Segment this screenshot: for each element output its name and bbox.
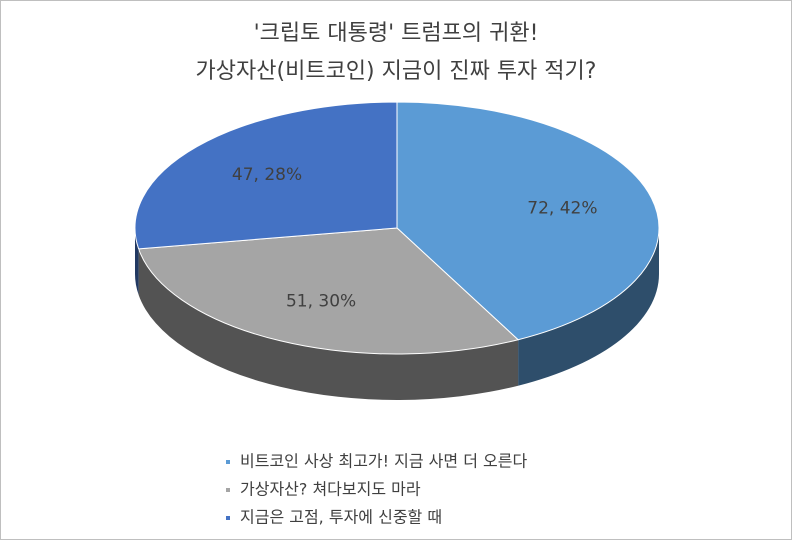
legend-label: 지금은 고점, 투자에 신중할 때	[240, 508, 442, 527]
legend-label: 가상자산? 쳐다보지도 마라	[240, 480, 421, 499]
legend-label: 비트코인 사상 최고가! 지금 사면 더 오른다	[240, 452, 527, 471]
slice-side	[135, 228, 139, 295]
data-label: 72, 42%	[527, 199, 597, 219]
slice	[134, 101, 398, 295]
slice-top	[134, 101, 398, 250]
slice-top	[396, 101, 660, 341]
legend-marker	[226, 488, 230, 492]
slice-side	[138, 248, 519, 400]
slice-top	[137, 227, 520, 355]
slice	[396, 101, 660, 386]
slice-side	[518, 228, 659, 386]
legend-marker	[226, 516, 230, 520]
chart-title: 가상자산(비트코인) 지금이 진짜 투자 적기?	[196, 59, 597, 84]
chart-title: '크립토 대통령' 트럼프의 귀환!	[254, 21, 539, 46]
data-label: 47, 28%	[232, 165, 302, 185]
legend-marker	[226, 460, 230, 464]
data-label: 51, 30%	[286, 291, 356, 311]
slice	[137, 227, 520, 400]
